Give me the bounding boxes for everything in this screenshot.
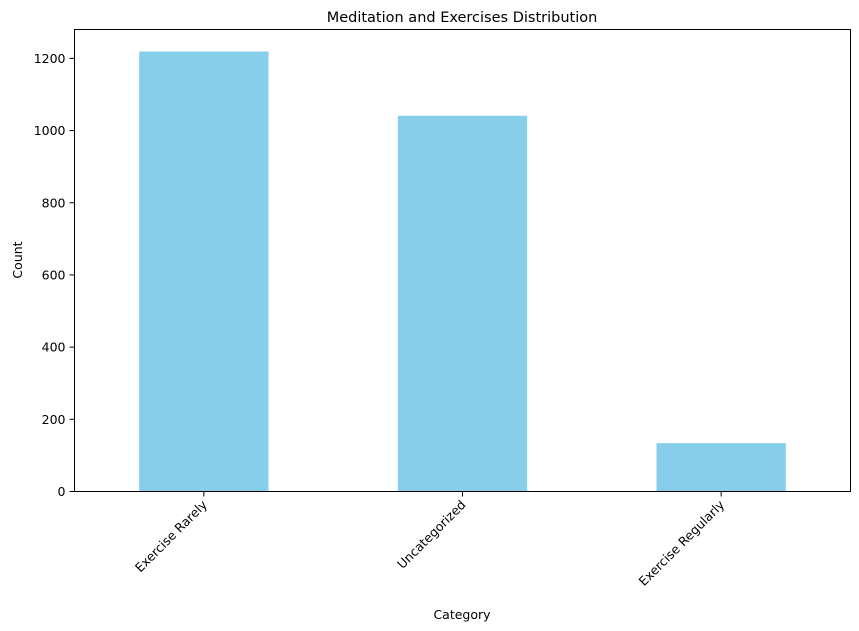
- x-axis: Exercise Rarely Uncategorized Exercise Reg…: [132, 491, 728, 589]
- x-tick-label: Exercise Rarely: [132, 497, 211, 576]
- y-tick-label: 600: [42, 267, 66, 282]
- plot-frame: [74, 29, 851, 492]
- bars-layer: [139, 51, 786, 492]
- y-axis-label: Count: [10, 241, 25, 278]
- chart-title: Meditation and Exercises Distribution: [327, 10, 598, 26]
- y-tick-label: 1000: [34, 123, 66, 138]
- bar: [139, 51, 269, 492]
- y-tick-label: 800: [42, 195, 66, 210]
- x-axis-label: Category: [433, 607, 491, 622]
- x-tick-label: Uncategorized: [394, 497, 469, 572]
- y-tick-label: 400: [42, 340, 66, 355]
- bar: [397, 115, 528, 492]
- y-tick-label: 200: [42, 412, 66, 427]
- x-tick-label: Exercise Regularly: [635, 497, 727, 589]
- y-axis: 0 200 400 600 800 1000 1200: [34, 51, 75, 499]
- y-tick-label: 0: [58, 484, 66, 499]
- y-tick-label: 1200: [34, 51, 66, 66]
- bar: [656, 443, 786, 492]
